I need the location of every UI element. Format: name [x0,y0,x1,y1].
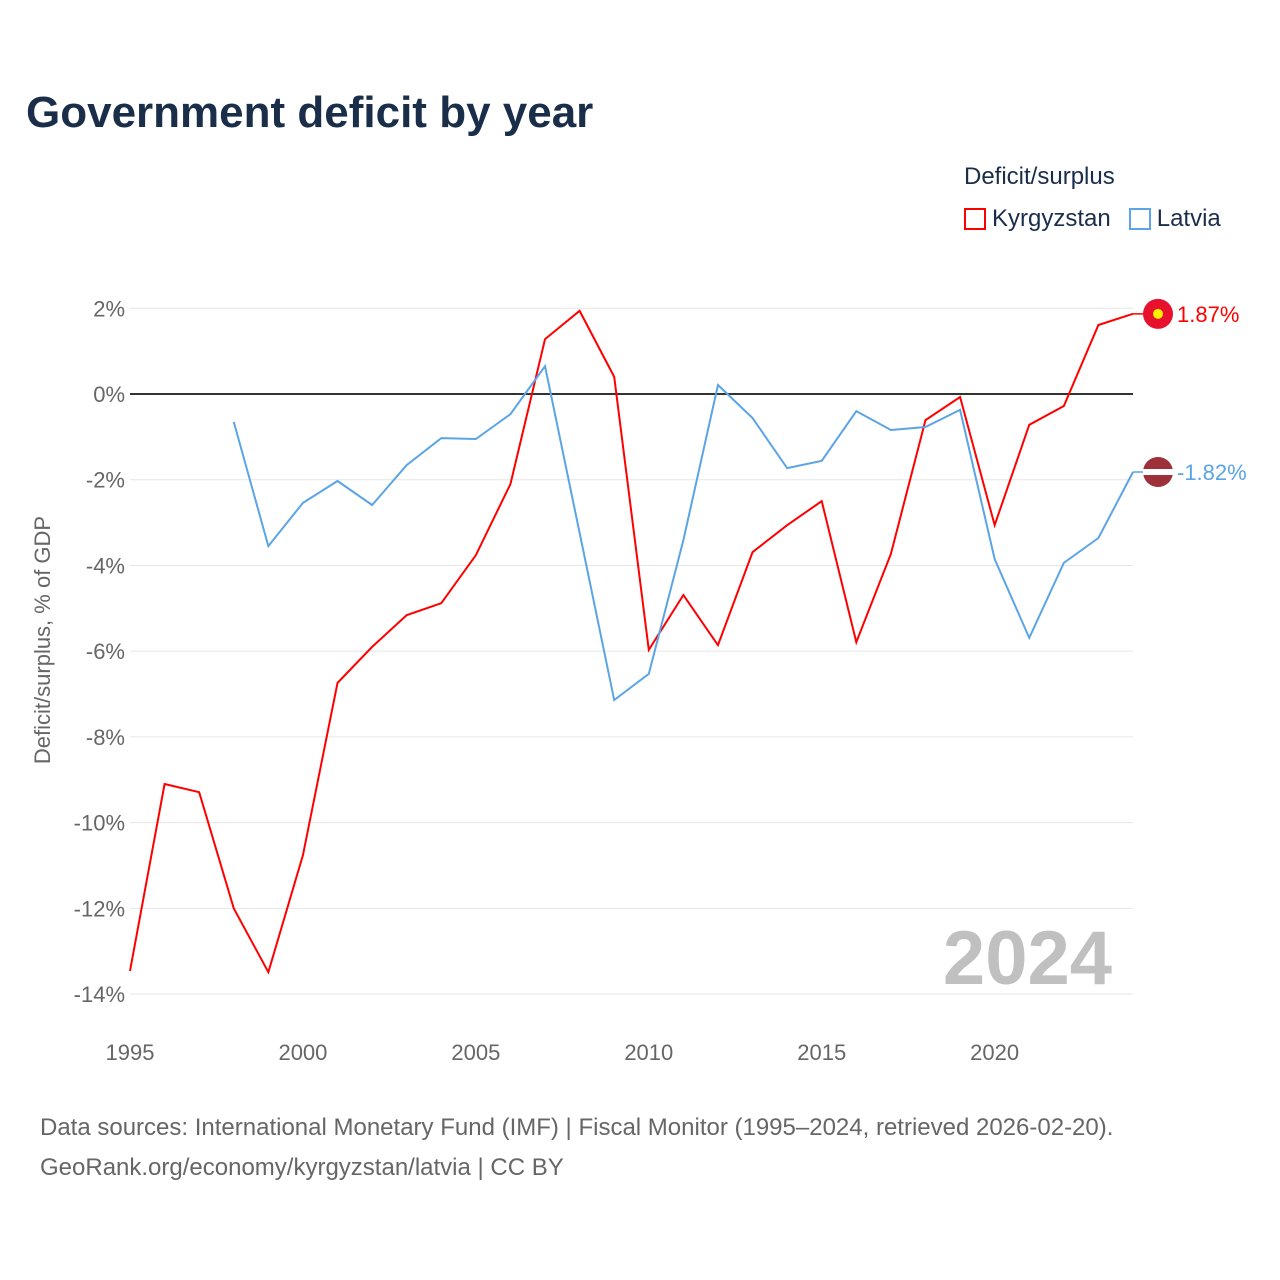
end-value-label: 1.87% [1177,302,1239,327]
end-value-label: -1.82% [1177,460,1247,485]
y-tick-label: -2% [86,468,125,493]
x-tick-label: 1995 [106,1040,155,1065]
series-line-latvia [232,363,1134,702]
y-tick-label: 0% [93,382,125,407]
x-tick-label: 2005 [451,1040,500,1065]
legend-title: Deficit/surplus [964,163,1115,190]
year-watermark: 2024 [943,916,1112,1001]
series-line-kyrgyzstan [129,309,1134,975]
y-tick-label: -14% [74,982,125,1007]
flag-stripe [1143,469,1173,476]
legend-label: Latvia [1156,205,1221,232]
x-tick-label: 2015 [797,1040,846,1065]
y-axis-label: Deficit/surplus, % of GDP [30,516,55,764]
legend-swatch [964,208,986,230]
data-source: Data sources: International Monetary Fun… [40,1114,1114,1141]
y-tick-label: -6% [86,639,125,664]
legend-label: Kyrgyzstan [992,205,1111,232]
y-tick-label: 2% [93,296,125,321]
chart-title: Government deficit by year [26,88,594,137]
legend-swatch [1128,208,1151,230]
y-tick-label: -8% [86,725,125,750]
y-tick-label: -12% [74,896,125,921]
x-tick-label: 2010 [624,1040,673,1065]
flag-sun [1153,308,1163,319]
y-tick-label: -4% [86,553,125,578]
legend-item-latvia[interactable]: Latvia [1128,205,1221,233]
source-link[interactable]: GeoRank.org/economy/kyrgyzstan/latvia | … [40,1154,564,1181]
legend-item-kyrgyzstan[interactable]: Kyrgyzstan [964,205,1111,233]
y-tick-label: -10% [74,811,125,836]
x-tick-label: 2000 [278,1040,327,1065]
x-tick-label: 2020 [970,1040,1019,1065]
footer: Data sources: International Monetary Fun… [40,1108,1113,1188]
legend: Kyrgyzstan Latvia [964,205,1221,233]
